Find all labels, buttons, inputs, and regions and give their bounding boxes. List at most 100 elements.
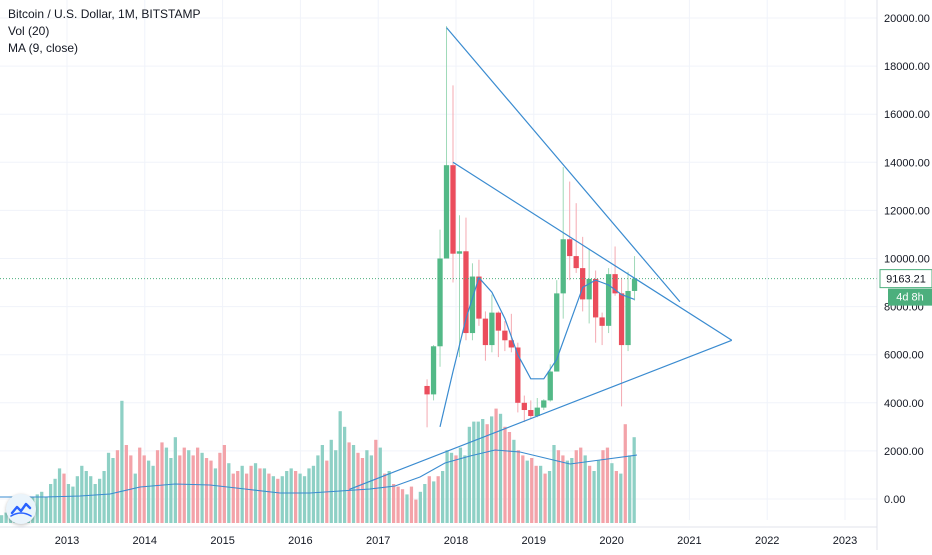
volume-bar	[396, 486, 400, 523]
candle-body	[541, 400, 547, 408]
volume-bar	[173, 437, 177, 523]
volume-bar	[409, 486, 414, 523]
candle-body	[430, 346, 437, 395]
candle-body	[567, 239, 573, 257]
volume-bar	[512, 439, 516, 523]
volume-bar	[44, 497, 48, 523]
x-tick-label: 2020	[599, 535, 623, 547]
candle-body	[443, 165, 450, 259]
volume-bar	[240, 465, 244, 523]
ma-indicator-label[interactable]: MA (9, close)	[8, 41, 79, 55]
volume-bar	[209, 460, 213, 523]
volume-bar	[441, 471, 445, 523]
volume-bar	[267, 473, 271, 523]
volume-indicator-label[interactable]: Vol (20)	[8, 24, 50, 38]
countdown-label: 4d 8h	[896, 292, 924, 304]
volume-bar	[316, 455, 320, 523]
x-tick-label: 2023	[833, 535, 857, 547]
candle-body	[612, 274, 618, 294]
volume-bar	[218, 452, 222, 523]
volume-bar	[405, 494, 409, 523]
x-tick-label: 2016	[288, 535, 312, 547]
volume-bar	[289, 468, 293, 523]
volume-bar	[414, 499, 418, 523]
volume-bar	[124, 445, 128, 523]
symbol-title[interactable]: Bitcoin / U.S. Dollar, 1M, BITSTAMP	[8, 7, 201, 21]
volume-bar	[592, 471, 596, 523]
candle-body	[554, 293, 560, 372]
volume-bar	[467, 426, 471, 523]
volume-bar	[231, 473, 235, 523]
volume-bar	[307, 468, 311, 523]
candle-body	[521, 402, 527, 411]
candle-body	[580, 268, 586, 300]
volume-bar	[490, 416, 494, 523]
volume-bar	[507, 432, 512, 523]
volume-bar	[57, 468, 62, 523]
volume-bar	[583, 455, 587, 523]
y-tick-label: 0.00	[884, 494, 905, 506]
volume-bar	[120, 400, 124, 523]
volume-bar	[343, 426, 347, 523]
volume-bar	[253, 463, 258, 523]
candle-body	[450, 165, 456, 254]
volume-bar	[623, 424, 627, 523]
trend-line	[446, 27, 681, 303]
volume-bar	[62, 473, 66, 523]
volume-bar	[89, 476, 93, 523]
candle-body	[618, 293, 625, 346]
volume-bar	[472, 421, 476, 523]
trend-line	[349, 339, 733, 490]
volume-bar	[539, 465, 543, 523]
volume-bar	[80, 465, 84, 523]
volume-bar	[530, 458, 534, 523]
volume-bar	[249, 465, 253, 523]
candle-body	[469, 276, 476, 334]
volume-bar	[498, 413, 503, 523]
volume-bar	[365, 450, 369, 523]
tradingview-logo-icon[interactable]	[6, 494, 36, 524]
volume-bar	[0, 515, 4, 523]
volume-bar	[614, 471, 618, 523]
y-tick-label: 10000.00	[884, 254, 930, 266]
volume-bar	[485, 424, 489, 523]
candle-body	[592, 278, 599, 318]
volume-bar	[276, 478, 280, 523]
ma-line	[439, 276, 635, 428]
volume-bar	[169, 458, 173, 523]
x-tick-label: 2019	[522, 535, 546, 547]
price-label-box[interactable]	[879, 269, 932, 289]
volume-bar	[258, 468, 262, 523]
candle-body	[631, 278, 638, 291]
volume-bar	[142, 455, 146, 523]
volume-bar	[601, 450, 605, 523]
volume-bar	[4, 512, 8, 523]
candle-body	[586, 278, 592, 300]
x-tick-label: 2018	[444, 535, 468, 547]
candle-body	[528, 410, 534, 417]
volume-bar	[294, 471, 298, 523]
candle-body	[560, 239, 566, 294]
y-tick-label: 4000.00	[884, 398, 924, 410]
candle-body	[573, 256, 579, 269]
volume-bar	[160, 442, 164, 523]
volume-bar	[40, 491, 44, 523]
volume-bar	[503, 426, 507, 523]
volume-bar	[360, 458, 365, 523]
candle-body	[625, 290, 631, 346]
volume-bar	[400, 489, 405, 523]
price-label[interactable]: 9163.21	[886, 274, 926, 286]
volume-bar	[521, 455, 525, 523]
volume-bar	[579, 447, 583, 523]
x-tick-label: 2013	[55, 535, 79, 547]
volume-bar	[338, 411, 342, 523]
x-tick-label: 2022	[755, 535, 779, 547]
volume-bar	[187, 450, 191, 523]
volume-bar	[481, 419, 485, 523]
y-tick-label: 2000.00	[884, 446, 924, 458]
volume-bar	[458, 447, 463, 523]
volume-bar	[463, 455, 467, 523]
volume-bar	[93, 484, 97, 523]
